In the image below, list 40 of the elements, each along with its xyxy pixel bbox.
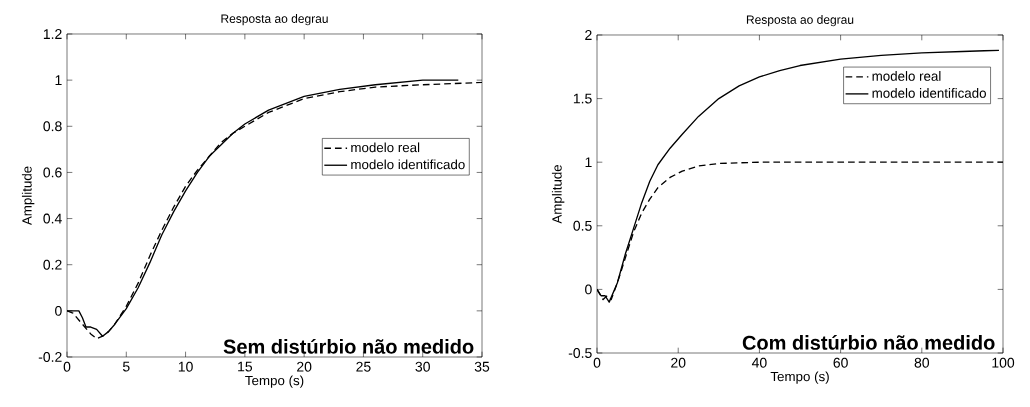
annotation: Sem distúrbio não medido — [223, 338, 474, 354]
x-tick-label: 80 — [914, 357, 930, 368]
x-axis-title: Tempo (s) — [770, 371, 829, 384]
y-tick-label: 0.5 — [573, 220, 592, 231]
y-axis-title: Amplitude — [21, 166, 35, 226]
y-tick-label: 0 — [55, 305, 62, 316]
x-tick-label: 40 — [751, 357, 767, 368]
legend-label: modelo identificado — [872, 88, 986, 98]
y-tick-label: 2 — [585, 30, 592, 40]
y-tick-label: 1.5 — [573, 93, 592, 104]
x-tick-label: 100 — [992, 357, 1015, 368]
chart-title: Resposta ao degrau — [746, 15, 854, 27]
y-tick-label: 0.6 — [43, 167, 62, 178]
x-tick-label: 15 — [238, 361, 253, 372]
x-tick-label: 60 — [833, 357, 848, 368]
y-tick-label: 0.4 — [43, 213, 62, 224]
y-axis-title: Amplitude — [551, 164, 565, 224]
y-tick-label: 1 — [585, 157, 592, 168]
legend-label: modelo real — [872, 71, 941, 81]
y-tick-label: 1.2 — [43, 29, 62, 39]
x-tick-label: 0 — [593, 357, 601, 368]
x-tick-label: 25 — [356, 361, 371, 372]
annotation: Com distúrbio não medido — [742, 334, 995, 350]
x-axis-title: Tempo (s) — [245, 375, 304, 388]
x-tick-label: 35 — [474, 361, 490, 372]
y-tick-label: 0.2 — [43, 259, 62, 270]
y-tick-label: 0.8 — [43, 121, 62, 132]
x-tick-label: 20 — [671, 357, 686, 368]
y-tick-label: -0.2 — [38, 352, 62, 362]
x-tick-label: 30 — [415, 361, 430, 372]
x-tick-label: 5 — [122, 361, 130, 372]
y-tick-label: -0.5 — [568, 348, 592, 358]
x-tick-label: 20 — [297, 361, 312, 372]
y-tick-label: 1 — [55, 75, 62, 85]
x-tick-label: 0 — [63, 361, 71, 372]
legend-label: modelo real — [351, 142, 420, 153]
y-tick-label: 0 — [585, 284, 592, 295]
x-tick-label: 10 — [178, 361, 193, 372]
legend-label: modelo identificado — [351, 159, 465, 170]
chart-title: Resposta ao degrau — [221, 14, 328, 26]
